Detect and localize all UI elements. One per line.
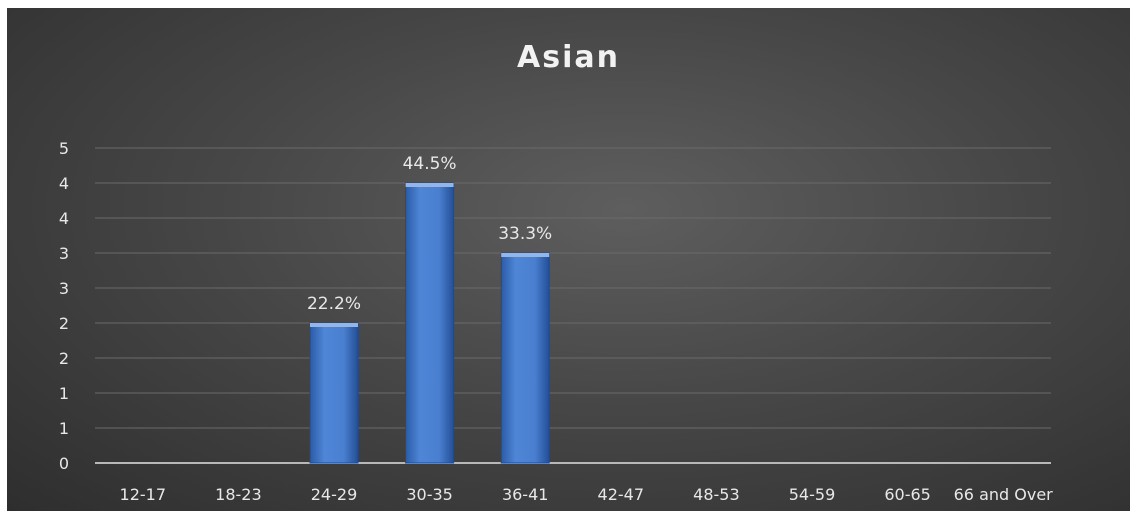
x-tick-label: 54-59 [789,485,836,504]
bar [405,182,455,464]
x-tick-label: 66 and Over [954,485,1054,504]
bar-highlight [501,253,550,257]
bar [500,252,550,464]
x-tick-label: 48-53 [693,485,740,504]
x-tick-label: 30-35 [406,485,453,504]
chart-title: Asian [517,40,620,75]
x-tick-label: 24-29 [311,485,358,504]
x-tick-label: 18-23 [215,485,262,504]
y-tick-label: 1 [59,419,69,438]
bar-chart: 0 1 1 2 2 3 3 4 4 5 12-17 18-23 22.2% 24-29 44.5% 30-35… [59,139,1053,504]
data-label: 33.3% [498,224,552,244]
bar-highlight [405,183,454,187]
y-tick-label: 4 [59,174,69,193]
y-tick-label: 2 [59,349,69,368]
x-tick-label: 60-65 [884,485,931,504]
chart-frame: Asian 0 1 1 2 2 3 3 4 4 5 12-17 18-23 22.2% 24-29 44.5… [7,8,1130,511]
bar-highlight [310,323,358,327]
y-tick-label: 3 [59,279,69,298]
x-tick-label: 12-17 [120,485,167,504]
data-label: 22.2% [307,294,361,314]
label-layer: 0 1 1 2 2 3 3 4 4 5 12-17 18-23 22.2% 24-29 44.5% 30-35… [59,139,1053,504]
y-tick-label: 2 [59,314,69,333]
y-tick-label: 1 [59,384,69,403]
x-tick-label: 42-47 [598,485,645,504]
bar [309,322,359,464]
y-tick-label: 5 [59,139,69,158]
x-tick-label: 36-41 [502,485,549,504]
data-label: 44.5% [403,154,457,174]
bar-layer [309,182,550,464]
y-tick-label: 4 [59,209,69,228]
y-tick-label: 0 [59,454,69,473]
y-tick-label: 3 [59,244,69,263]
grid-layer [95,147,1051,464]
